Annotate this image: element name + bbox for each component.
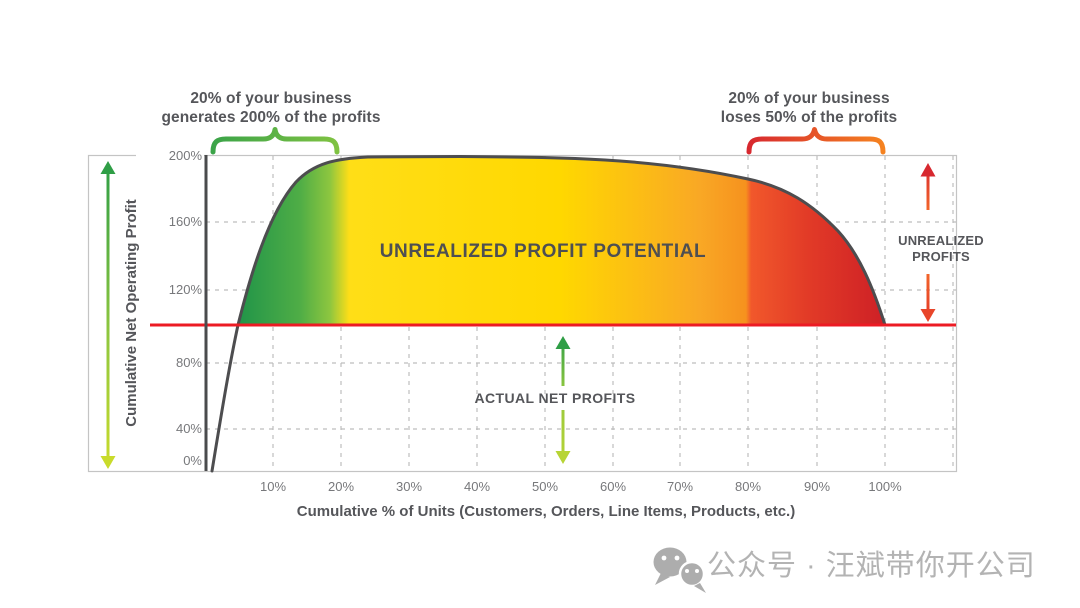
left-brace [210,127,340,155]
y-tick-120: 120% [136,282,204,298]
x-tick-10: 10% [259,479,287,494]
actual-net-profits-label: ACTUAL NET PROFITS [474,390,636,406]
wechat-icon [653,547,706,593]
unrealized-profits-line1: UNREALIZED [898,233,984,248]
left-annotation-line2: generates 200% of the profits [161,109,381,126]
right-annotation: 20% of your business loses 50% of the pr… [659,89,959,127]
x-tick-70: 70% [666,479,694,494]
unrealized-profits-line2: PROFITS [912,249,970,264]
x-tick-100: 100% [868,479,902,494]
x-tick-40: 40% [463,479,491,494]
y-tick-200: 200% [136,148,204,164]
unrealized-profits-label: UNREALIZED PROFITS [886,233,996,265]
right-annotation-line1: 20% of your business [728,90,890,107]
right-brace [746,127,886,155]
x-tick-60: 60% [599,479,627,494]
vertical-gridlines [272,156,954,471]
y-axis-range-arrow [100,161,116,469]
right-annotation-line2: loses 50% of the profits [720,109,898,126]
x-tick-30: 30% [395,479,423,494]
left-annotation: 20% of your business generates 200% of t… [121,89,421,127]
plot-frame [87,154,958,473]
cumulative-profit-curve [210,154,887,473]
y-tick-160: 160% [136,214,204,230]
x-tick-20: 20% [327,479,355,494]
y-tick-40: 40% [136,421,204,437]
x-tick-50: 50% [531,479,559,494]
x-tick-80: 80% [734,479,762,494]
y-tick-0: 0% [136,453,204,469]
actual-profits-down-arrow [555,410,571,464]
watermark-text: 公众号 · 汪斌带你开公司 [707,550,1036,582]
actual-profits-up-arrow [555,336,571,386]
x-axis-title: Cumulative % of Units (Customers, Orders… [296,503,796,520]
x-tick-90: 90% [803,479,831,494]
y-tick-80: 80% [136,355,204,371]
left-annotation-line1: 20% of your business [190,90,352,107]
unrealized-profit-area [238,156,885,325]
y-axis-title: Cumulative Net Operating Profit [123,199,140,427]
unrealized-profits-down-arrow [920,274,936,322]
unrealized-profits-up-arrow [920,163,936,210]
unrealized-profit-potential-label: UNREALIZED PROFIT POTENTIAL [379,241,707,262]
